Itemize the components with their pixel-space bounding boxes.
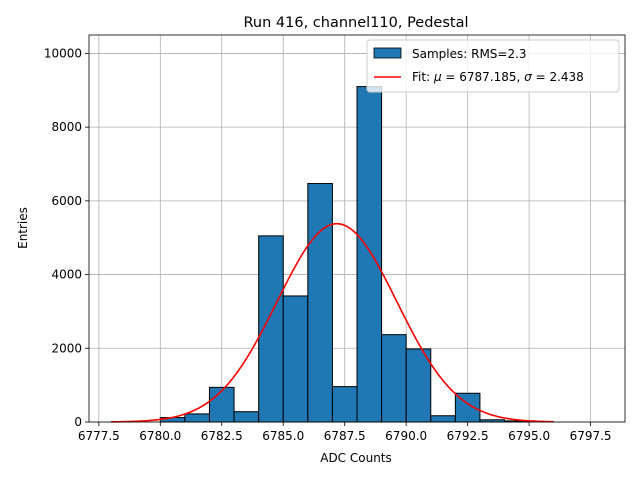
- fit-mu-symbol: μ: [433, 70, 442, 84]
- y-tick-label: 8000: [51, 120, 82, 134]
- x-tick-label: 6795.0: [508, 429, 550, 443]
- legend: Samples: RMS=2.3 Fit: μ = 6787.185, σ = …: [366, 39, 620, 93]
- histogram-bars: [159, 86, 530, 423]
- histogram-bar: [307, 183, 333, 423]
- plot-frame: [88, 34, 626, 423]
- x-tick-label: 6785.0: [262, 429, 304, 443]
- x-tick-label: 6782.5: [201, 429, 243, 443]
- fit-curve: [111, 222, 554, 423]
- histogram-bar: [356, 86, 383, 423]
- histogram-bar: [282, 295, 309, 423]
- histogram-bar: [233, 411, 260, 423]
- y-tick-label: 0: [74, 415, 82, 429]
- x-axis-label: ADC Counts: [320, 451, 392, 465]
- fit-mu-value: = 6787.185,: [442, 70, 525, 84]
- histogram-bar: [381, 334, 407, 423]
- x-tick-label: 6792.5: [447, 429, 489, 443]
- histogram-bar: [405, 348, 432, 423]
- x-tick-label: 6780.0: [139, 429, 181, 443]
- x-axis-ticks: 6777.5 6780.0 6782.5 6785.0 6787.5 6790.0 6792…: [78, 422, 612, 443]
- histogram-bar: [331, 386, 358, 423]
- legend-box: [366, 39, 620, 93]
- y-axis-ticks: 0 2000 4000 6000 8000 10000: [44, 46, 89, 429]
- x-tick-label: 6777.5: [78, 429, 120, 443]
- histogram-bar: [184, 413, 210, 423]
- legend-fit-label: Fit: μ = 6787.185, σ = 2.438: [412, 70, 584, 84]
- histogram-bar: [430, 415, 456, 423]
- y-tick-label: 10000: [44, 46, 82, 60]
- fit-label-prefix: Fit:: [412, 70, 434, 84]
- legend-histogram-swatch: [373, 47, 402, 59]
- y-tick-label: 6000: [51, 194, 82, 208]
- fit-sigma-symbol: σ: [524, 70, 532, 84]
- histogram-bar: [208, 386, 235, 423]
- chart-title: Run 416, channel110, Pedestal: [243, 15, 468, 31]
- legend-histogram-label: Samples: RMS=2.3: [412, 47, 527, 61]
- x-tick-label: 6790.0: [385, 429, 427, 443]
- x-tick-label: 6797.5: [570, 429, 612, 443]
- x-tick-label: 6787.5: [324, 429, 366, 443]
- y-axis-label: Entries: [16, 207, 30, 249]
- y-tick-label: 2000: [51, 341, 82, 355]
- y-tick-label: 4000: [51, 268, 82, 282]
- fit-sigma-value: = 2.438: [532, 70, 584, 84]
